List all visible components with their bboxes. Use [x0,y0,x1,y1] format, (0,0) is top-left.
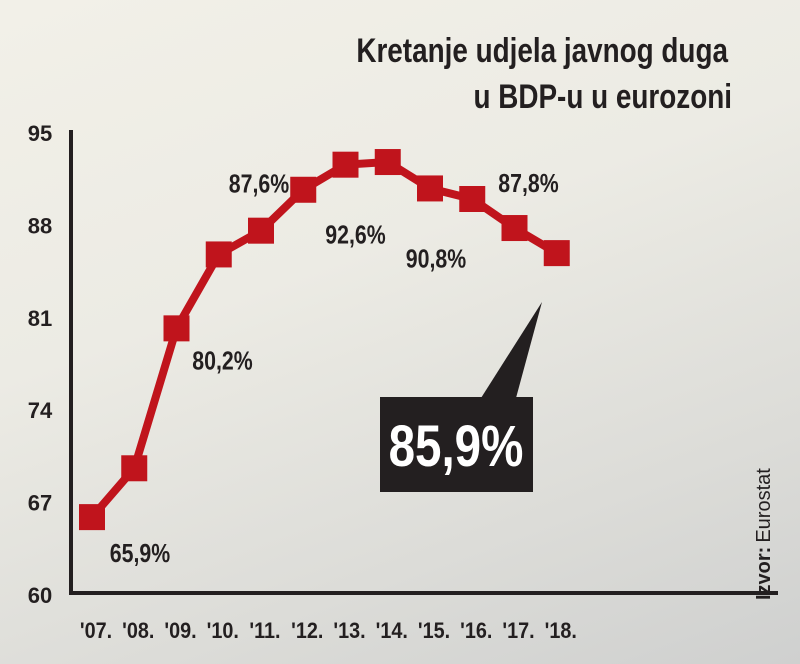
data-label: 87,8% [498,169,558,199]
chart-title-line-2: u BDP-u u eurozoni [473,77,732,115]
data-label: 92,6% [325,221,385,251]
data-label: 80,2% [192,346,252,376]
source-note: Izvor: Eurostat [753,468,775,600]
data-label: 87,6% [229,170,289,200]
data-label: 65,9% [110,539,170,569]
x-tick-label: '16. [460,619,492,643]
data-point-marker [417,175,443,202]
data-point-marker [163,315,190,342]
y-tick-label: 60 [28,583,52,608]
x-tick-label: '13. [333,619,365,643]
x-tick-label: '18. [545,619,577,643]
data-label: 90,8% [406,244,466,274]
data-point-marker [79,504,105,531]
data-point-marker [121,455,148,482]
x-tick-label: '15. [418,619,450,643]
source-label: Izvor: [753,547,775,600]
x-tick-label: '14. [376,619,408,643]
y-tick-label: 95 [28,121,52,146]
y-tick-label: 81 [28,306,52,331]
chart-title-line-1: Kretanje udjela javnog duga [356,31,728,69]
y-tick-label: 88 [28,213,52,238]
callout-pointer [481,302,542,398]
x-tick-label: '10. [207,619,239,643]
x-tick-label: '11. [249,619,280,643]
x-tick-label: '08. [122,619,154,643]
callout-box [380,397,533,492]
source-value: Eurostat [753,468,775,543]
data-point-marker [205,241,232,268]
data-point-marker [501,215,528,242]
x-tick-label: '12. [291,619,323,643]
callout: 85,9% [380,302,542,492]
data-point-marker [248,217,274,244]
data-point-marker [374,149,401,176]
y-tick-label: 67 [28,491,52,516]
x-tick-label: '09. [164,619,196,643]
x-tick-label: '07. [80,619,112,643]
data-point-marker [332,151,359,178]
y-tick-label: 74 [28,398,53,423]
data-point-marker [459,186,486,212]
callout-value: 85,9% [389,415,524,480]
data-point-marker [543,240,570,267]
data-point-marker [290,176,317,203]
x-tick-label: '17. [502,619,534,643]
